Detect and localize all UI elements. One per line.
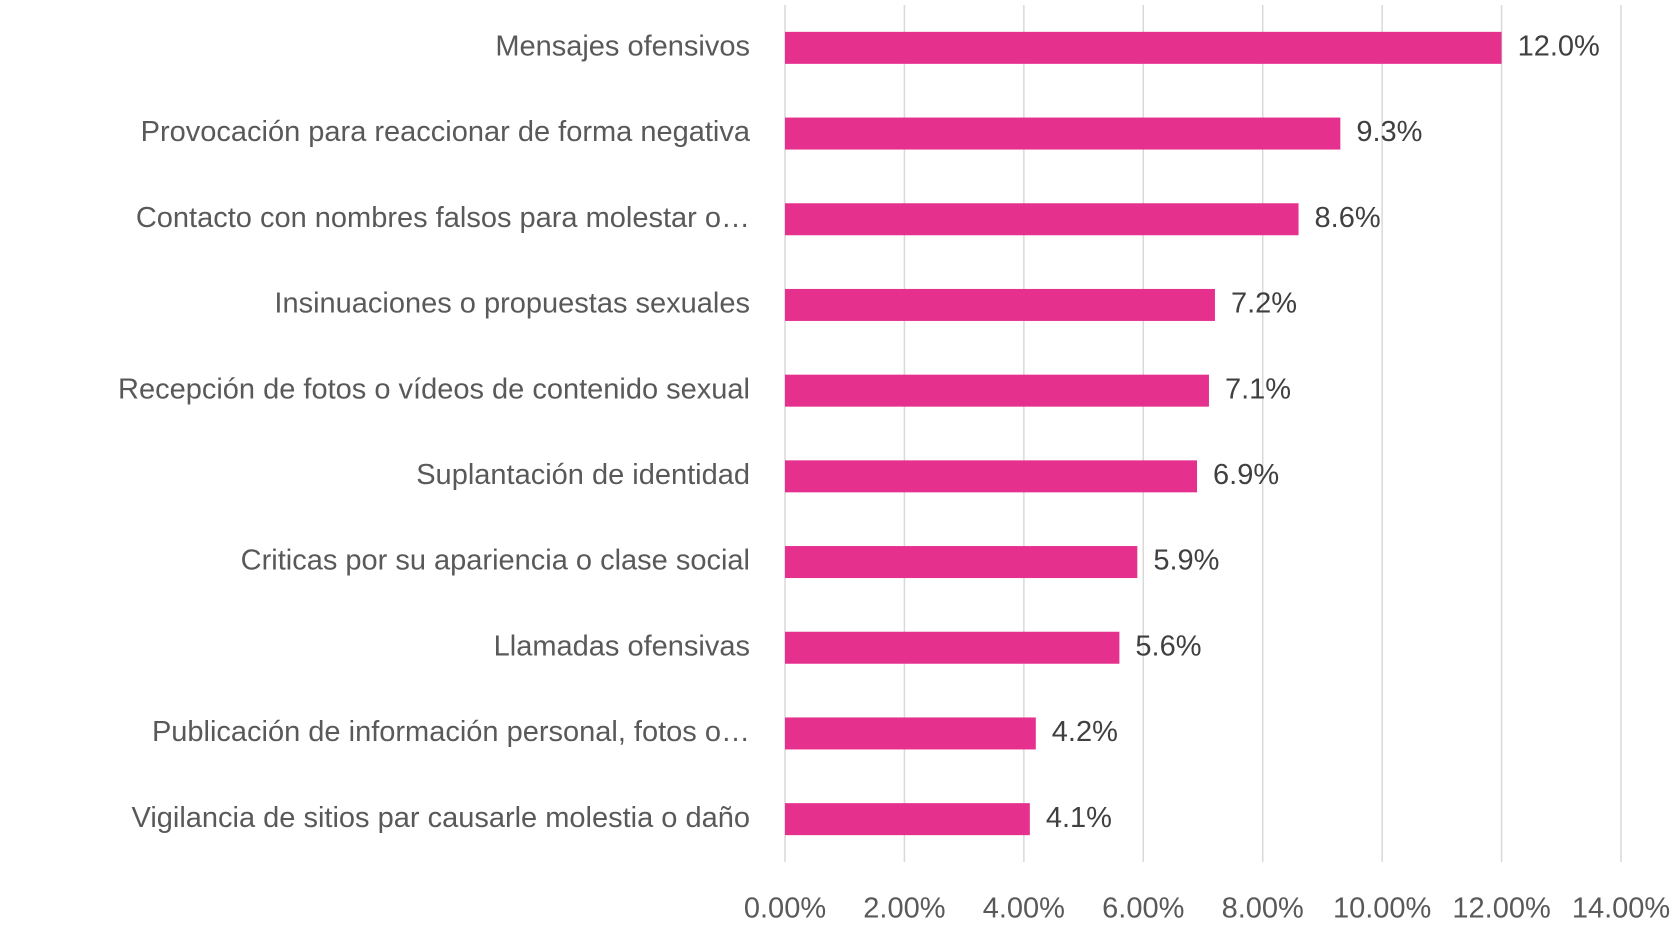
value-label: 5.9% xyxy=(1153,545,1219,577)
y-tick-label: Vigilancia de sitios par causarle molest… xyxy=(132,802,751,834)
y-tick-label: Llamadas ofensivas xyxy=(494,630,750,662)
bar xyxy=(785,546,1138,579)
value-label: 7.1% xyxy=(1225,373,1291,405)
bar xyxy=(785,717,1036,750)
bar xyxy=(785,803,1030,836)
value-label: 4.2% xyxy=(1052,716,1118,748)
x-tick-label: 4.00% xyxy=(983,893,1065,925)
value-label: 12.0% xyxy=(1518,31,1600,63)
y-tick-label: Contacto con nombres falsos para molesta… xyxy=(136,202,750,234)
y-tick-label: Publicación de información personal, fot… xyxy=(152,716,750,748)
bar xyxy=(785,117,1341,150)
value-label: 6.9% xyxy=(1213,459,1279,491)
value-label: 5.6% xyxy=(1135,630,1201,662)
y-tick-label: Provocación para reaccionar de forma neg… xyxy=(141,116,751,148)
x-tick-label: 6.00% xyxy=(1102,893,1184,925)
x-tick-label: 14.00% xyxy=(1572,893,1670,925)
value-label: 9.3% xyxy=(1356,116,1422,148)
y-tick-label: Mensajes ofensivos xyxy=(495,31,750,63)
x-tick-label: 2.00% xyxy=(863,893,945,925)
x-tick-label: 0.00% xyxy=(744,893,826,925)
value-label: 4.1% xyxy=(1046,802,1112,834)
y-tick-label: Suplantación de identidad xyxy=(416,459,750,491)
bar xyxy=(785,203,1299,236)
x-tick-label: 10.00% xyxy=(1333,893,1431,925)
x-tick-label: 8.00% xyxy=(1222,893,1304,925)
y-tick-label: Recepción de fotos o vídeos de contenido… xyxy=(118,373,750,405)
bar xyxy=(785,31,1502,64)
value-label: 8.6% xyxy=(1315,202,1381,234)
bar xyxy=(785,460,1198,493)
bar xyxy=(785,631,1120,664)
y-tick-label: Insinuaciones o propuestas sexuales xyxy=(274,288,750,320)
y-tick-label: Criticas por su apariencia o clase socia… xyxy=(241,545,750,577)
bar xyxy=(785,374,1209,407)
value-label: 7.2% xyxy=(1231,288,1297,320)
bar xyxy=(785,288,1215,321)
x-tick-label: 12.00% xyxy=(1452,893,1550,925)
